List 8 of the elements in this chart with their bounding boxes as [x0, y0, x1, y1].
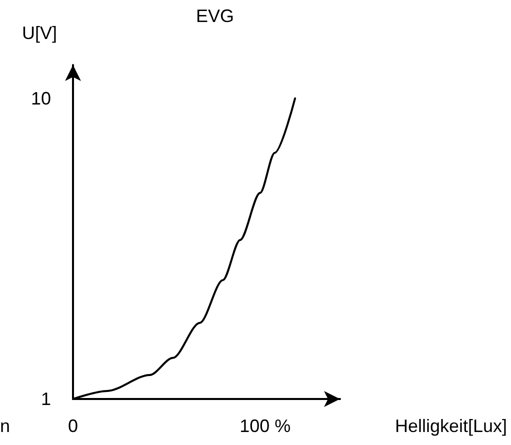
- x-axis-title: Helligkeit[Lux]: [394, 416, 508, 436]
- y-tick-label: 10: [30, 88, 51, 108]
- x-tick-label: 100 %: [240, 416, 291, 436]
- text: n: [0, 416, 10, 436]
- y-axis-title: U[V]: [22, 23, 58, 43]
- y-tick-label: 1: [40, 389, 51, 409]
- chart-title: EVG: [196, 6, 234, 26]
- x-tick-label: 0: [68, 416, 78, 436]
